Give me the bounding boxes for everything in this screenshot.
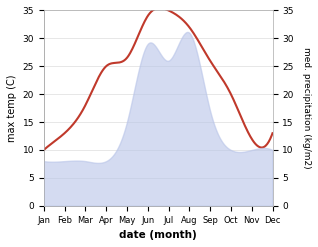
Y-axis label: max temp (C): max temp (C) (7, 74, 17, 142)
Y-axis label: med. precipitation (kg/m2): med. precipitation (kg/m2) (302, 47, 311, 169)
X-axis label: date (month): date (month) (119, 230, 197, 240)
